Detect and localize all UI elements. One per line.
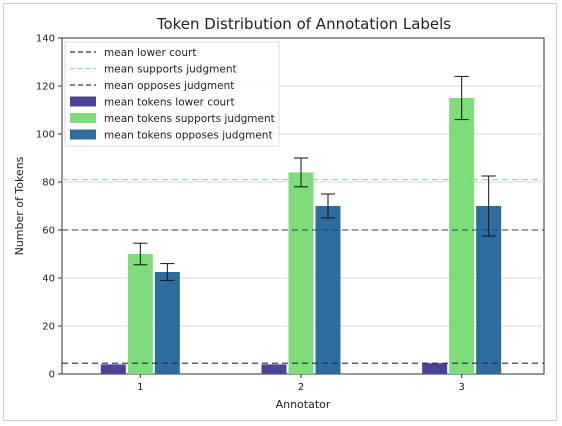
y-tick-label: 0	[49, 370, 55, 381]
y-tick-label: 100	[36, 130, 55, 141]
legend-label: mean supports judgment	[104, 64, 237, 76]
legend-label: mean tokens supports judgment	[104, 113, 275, 125]
legend-label: mean lower court	[104, 47, 196, 59]
legend-label: mean opposes judgment	[104, 80, 234, 92]
y-tick-label: 40	[42, 274, 55, 285]
y-axis-label: Number of Tokens	[13, 156, 26, 255]
bar-mean-tokens-opposes-judgment	[315, 206, 341, 374]
legend: mean lower court mean supports judgment me…	[64, 41, 280, 147]
x-tick-label: 2	[298, 382, 304, 393]
legend-swatch-patch	[70, 129, 96, 140]
legend-label: mean tokens lower court	[104, 97, 235, 109]
bar-mean-tokens-lower-court	[422, 363, 448, 374]
y-tick-label: 60	[42, 226, 55, 237]
error-bars	[133, 75, 496, 281]
legend-swatch-patch	[70, 113, 96, 123]
bar-mean-tokens-supports-judgment	[288, 172, 314, 374]
x-tick-label: 3	[458, 382, 464, 393]
y-tick-label: 120	[36, 82, 55, 93]
bar-mean-tokens-supports-judgment	[449, 98, 475, 374]
bar-mean-tokens-lower-court	[100, 364, 126, 374]
legend-items: mean lower court mean supports judgment me…	[70, 47, 275, 142]
x-axis-label: Annotator	[276, 398, 331, 411]
y-ticks: 0 20 40 60 80 100 120 140	[36, 34, 62, 381]
bar-mean-tokens-opposes-judgment	[154, 272, 180, 374]
y-tick-label: 140	[36, 34, 55, 45]
x-tick-label: 1	[137, 382, 143, 393]
x-ticks: 1 2 3	[137, 374, 465, 393]
legend-box	[64, 41, 280, 147]
legend-label: mean tokens opposes judgment	[104, 130, 273, 142]
bar-mean-tokens-supports-judgment	[127, 254, 153, 374]
y-tick-label: 20	[42, 322, 55, 333]
bars	[100, 98, 502, 374]
bar-mean-tokens-lower-court	[261, 364, 287, 374]
chart-title: Token Distribution of Annotation Labels	[156, 15, 451, 33]
reference-lines	[62, 179, 544, 364]
legend-swatch-patch	[70, 96, 96, 107]
y-tick-label: 80	[42, 178, 55, 189]
